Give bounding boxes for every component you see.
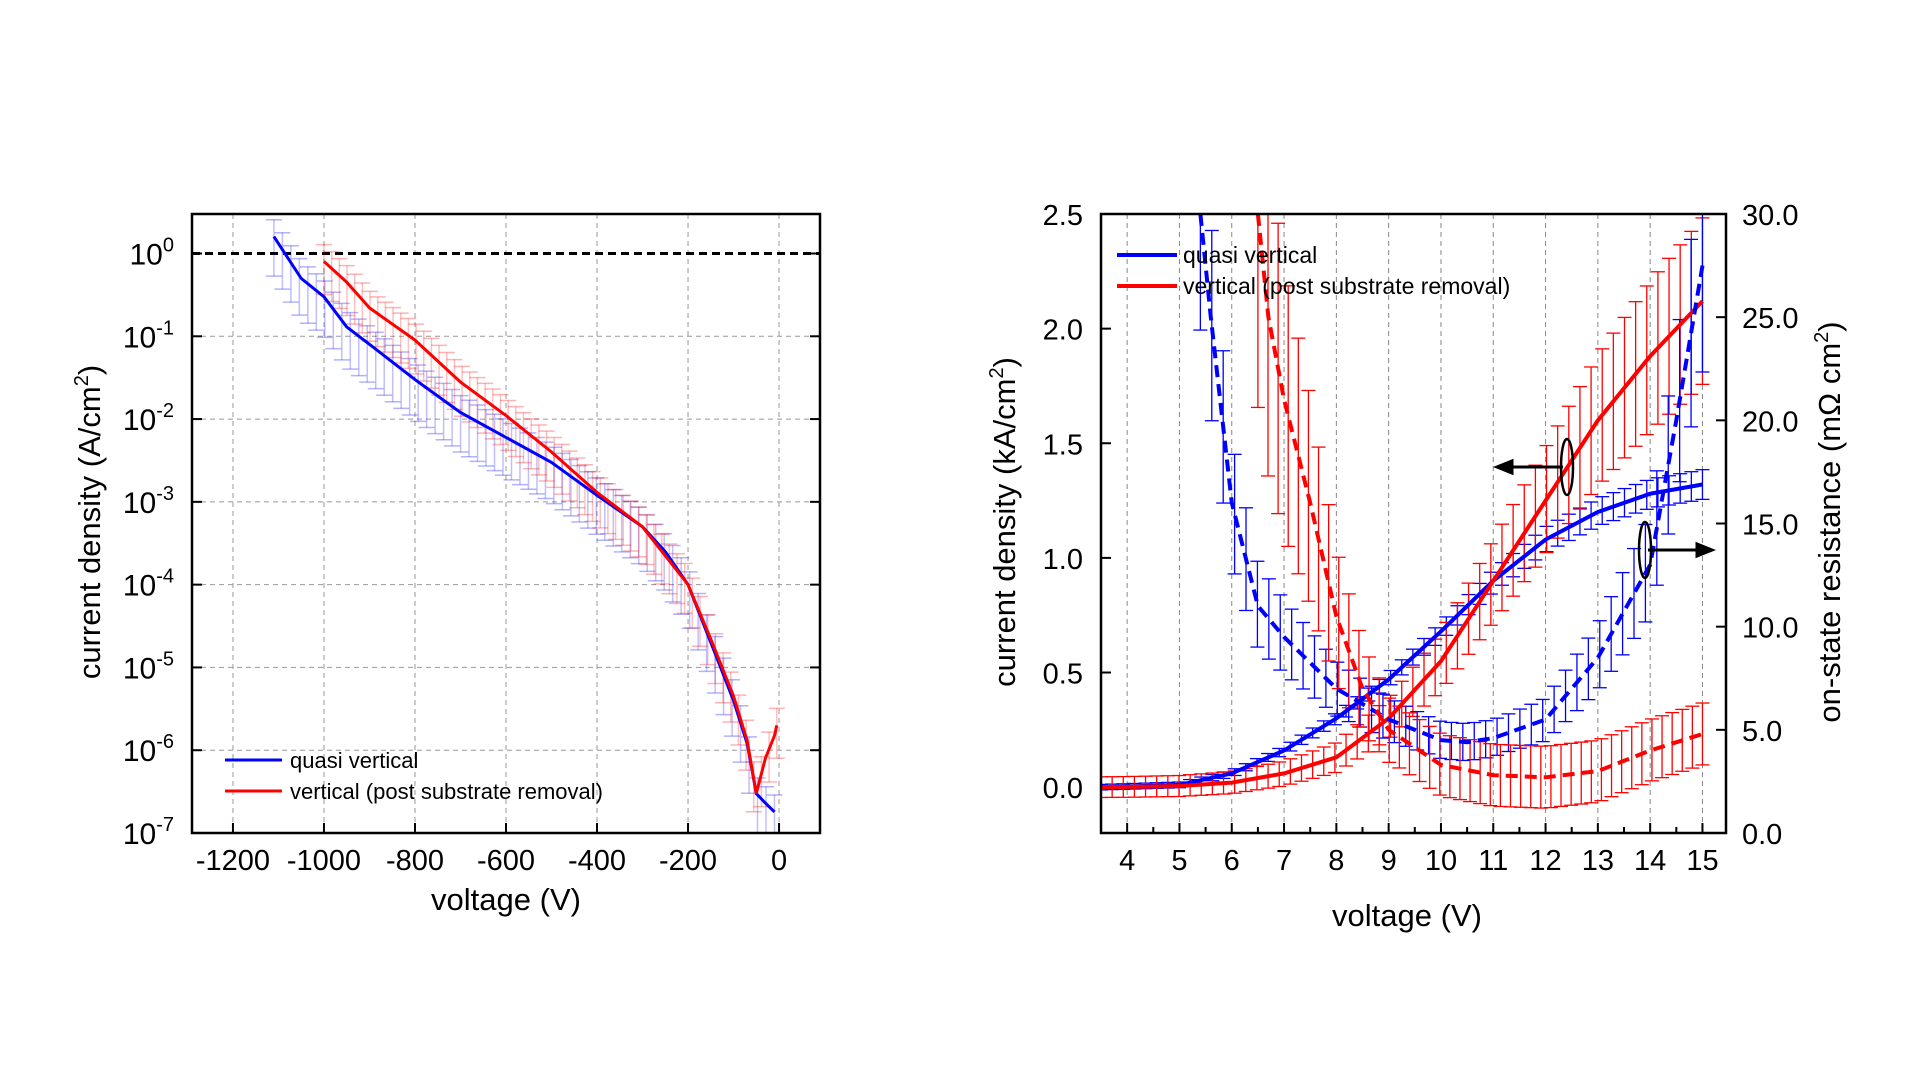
x-tick-label: 15 bbox=[1686, 845, 1718, 877]
svg-text:current density (kA/cm2): current density (kA/cm2) bbox=[986, 357, 1022, 687]
y2-tick-label: 30.0 bbox=[1742, 200, 1798, 232]
x-tick-label: -600 bbox=[477, 845, 535, 877]
legend-label-quasi: quasi vertical bbox=[290, 748, 418, 773]
y2-tick-label: 10.0 bbox=[1742, 613, 1798, 645]
x-tick-label: -800 bbox=[386, 845, 444, 877]
y-tick-label: 10-2 bbox=[123, 400, 174, 437]
x-tick-label: 13 bbox=[1582, 845, 1614, 877]
x-tick-label: 5 bbox=[1171, 845, 1187, 877]
y2-tick-label: 15.0 bbox=[1742, 510, 1798, 542]
legend-left: quasi vertical vertical (post substrate … bbox=[225, 748, 603, 804]
x-tick-label: 6 bbox=[1224, 845, 1240, 877]
svg-text:current density (A/cm2): current density (A/cm2) bbox=[71, 365, 107, 679]
y-tick-label: 100 bbox=[130, 234, 175, 271]
arrow-to-right-axis bbox=[1637, 520, 1717, 580]
y-tick-label: 10-7 bbox=[123, 814, 174, 851]
y2-tick-label: 0.0 bbox=[1742, 819, 1782, 851]
y-tick-label: 10-6 bbox=[123, 731, 174, 768]
x-axis-label-left: voltage (V) bbox=[431, 882, 581, 917]
x-tick-label: 10 bbox=[1425, 845, 1457, 877]
y-tick-label: 0.5 bbox=[1043, 659, 1083, 691]
x-tick-label: 0 bbox=[771, 845, 787, 877]
x-tick-label: 11 bbox=[1478, 845, 1508, 877]
plot-area bbox=[1101, 214, 1710, 809]
y-tick-label: 1.5 bbox=[1043, 429, 1083, 461]
legend-label-vertical: vertical (post substrate removal) bbox=[290, 779, 603, 804]
y-tick-label: 10-4 bbox=[123, 566, 174, 603]
legend-label-vertical: vertical (post substrate removal) bbox=[1183, 273, 1510, 299]
y-tick-label: 10-5 bbox=[123, 648, 174, 685]
svg-text:on-state resistance (mΩ cm2): on-state resistance (mΩ cm2) bbox=[1811, 321, 1847, 722]
x-tick-label: -1000 bbox=[287, 845, 361, 877]
y-tick-label: 2.0 bbox=[1043, 315, 1083, 347]
y-axis-label-right-plot: current density (kA/cm2) bbox=[986, 357, 1022, 687]
x-tick-label: 8 bbox=[1328, 845, 1344, 877]
x-tick-label: 12 bbox=[1529, 845, 1561, 877]
plot-jv-forward: 4 5 6 7 8 9 10 11 12 13 14 15 0.0 0.5 1.0 1.5 2.0 2.5 0.0 5… bbox=[1043, 200, 1799, 877]
y-tick-label: 10-1 bbox=[123, 317, 174, 354]
legend-label-quasi: quasi vertical bbox=[1183, 242, 1317, 268]
x-tick-label: 4 bbox=[1119, 845, 1135, 877]
y-axis-label-left: current density (A/cm2) bbox=[71, 365, 107, 679]
series-line-resistance-quasi-vertical bbox=[1198, 214, 1705, 745]
plot-frame bbox=[1099, 212, 1728, 835]
arrow-to-left-axis bbox=[1492, 437, 1575, 497]
plot-jv-reverse: -1200 -1000 -800 -600 -400 -200 0 100 10-1 10-2 10… bbox=[123, 212, 822, 877]
x-axis-label-right: voltage (V) bbox=[1332, 898, 1482, 933]
y2-tick-label: 5.0 bbox=[1742, 716, 1782, 748]
plot-frame bbox=[190, 212, 822, 835]
x-tick-label: 14 bbox=[1634, 845, 1666, 877]
y-tick-label: 1.0 bbox=[1043, 544, 1083, 576]
x-tick-label: 9 bbox=[1381, 845, 1397, 877]
x-tick-label: -1200 bbox=[196, 845, 270, 877]
legend-right: quasi vertical vertical (post substrate … bbox=[1117, 242, 1510, 299]
x-tick-label: 7 bbox=[1276, 845, 1292, 877]
series-line-resistance-vertical bbox=[1255, 214, 1704, 780]
x-tick-label: -400 bbox=[568, 845, 626, 877]
y-tick-label: 2.5 bbox=[1043, 200, 1083, 232]
y-tick-label: 10-3 bbox=[123, 483, 174, 520]
y2-axis-label: on-state resistance (mΩ cm2) bbox=[1811, 321, 1847, 722]
series-line-vertical bbox=[322, 260, 779, 794]
y2-tick-label: 25.0 bbox=[1742, 303, 1798, 335]
series-line-quasi-vertical bbox=[272, 235, 776, 813]
y2-tick-label: 20.0 bbox=[1742, 406, 1798, 438]
y-tick-label: 0.0 bbox=[1043, 773, 1083, 805]
x-tick-label: -200 bbox=[659, 845, 717, 877]
